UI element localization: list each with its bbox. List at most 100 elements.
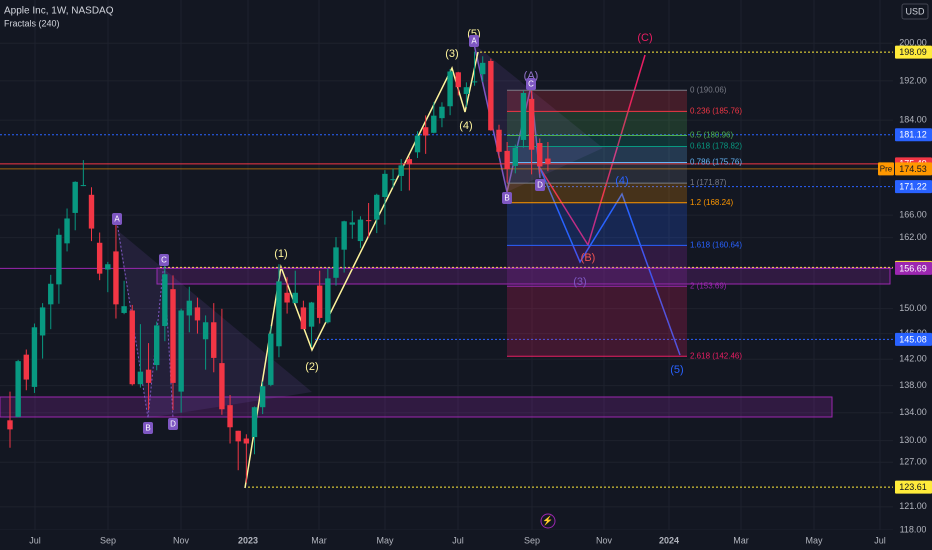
badge-bg <box>526 78 536 90</box>
event-icon-glyph: ⚡ <box>542 514 553 526</box>
fib-label: 0.236 (185.76) <box>690 106 742 115</box>
fib-label: 0 (190.06) <box>690 85 727 94</box>
price-label: 123.61 <box>899 482 927 492</box>
fib-label: 0.786 (175.76) <box>690 158 742 167</box>
candle-body <box>382 173 388 197</box>
candle-body <box>88 194 95 229</box>
tag-bg <box>878 162 894 176</box>
candle-body <box>235 430 241 442</box>
candle-body <box>520 93 527 140</box>
x-tick-label: Nov <box>173 535 190 545</box>
badge-bg <box>502 192 512 204</box>
candle-body <box>178 310 184 392</box>
fib-label: 2 (153.69) <box>690 281 727 290</box>
candle-body <box>325 278 331 323</box>
price-label-bg <box>895 128 932 142</box>
price-label-bg <box>895 45 932 59</box>
candle-body <box>170 289 176 383</box>
fib-band <box>507 202 687 246</box>
x-tick-label: Jul <box>452 535 464 545</box>
candle-body <box>300 307 307 330</box>
annotations: (1)(2)(3)(4)(5)(A)(B)(C)(3)(4)(5)ABCDABC… <box>112 28 684 434</box>
candles <box>7 51 551 483</box>
badge: B <box>145 424 150 433</box>
currency: USD <box>905 6 925 16</box>
badge-bg <box>112 213 122 225</box>
badge: D <box>170 420 176 429</box>
drawings <box>0 43 893 489</box>
price-label: 174.53 <box>899 164 927 174</box>
fib-label: 2.618 (142.46) <box>690 351 742 360</box>
wave-label: (B) <box>581 252 596 264</box>
candle-body <box>398 165 404 176</box>
candle-body <box>471 81 478 83</box>
x-tick-label: Mar <box>311 535 327 545</box>
y-tick-label: 200.00 <box>899 38 927 48</box>
y-tick-label: 192.00 <box>899 75 927 85</box>
currency-box[interactable] <box>901 3 929 20</box>
candle-body <box>121 306 127 313</box>
x-tick-label: Jul <box>874 535 886 545</box>
wave-line <box>244 51 479 489</box>
event-icon[interactable] <box>540 513 556 529</box>
candle-body <box>202 322 209 340</box>
candle-body <box>431 115 437 133</box>
candle-body <box>194 307 201 321</box>
x-tick-label: 2023 <box>238 535 258 545</box>
x-tick-label: 2024 <box>659 535 679 545</box>
candle-body <box>545 158 551 164</box>
price-axis-bg <box>894 0 932 550</box>
badge-bg <box>168 418 178 430</box>
candle-body <box>365 220 372 222</box>
y-tick-label: 150.00 <box>899 303 927 313</box>
fib-label: 0.618 (178.82) <box>690 142 742 151</box>
candle-body <box>186 300 192 316</box>
badge-bg <box>535 179 545 191</box>
candle-body <box>496 129 502 152</box>
x-tick-label: Sep <box>100 535 116 545</box>
wave-label: (4) <box>459 120 472 132</box>
candle-body <box>512 147 518 166</box>
candle-body <box>80 185 87 187</box>
candle-body <box>31 327 38 387</box>
candle-body <box>145 369 152 383</box>
candle-body <box>72 181 78 213</box>
fib-band <box>507 245 687 287</box>
indicator-name: Fractals (240) <box>4 18 60 28</box>
y-tick-label: 162.00 <box>899 232 927 242</box>
candle-body <box>455 72 461 88</box>
candle-body <box>528 98 535 150</box>
candle-body <box>96 242 103 274</box>
fib-band <box>507 135 687 147</box>
candle-body <box>504 150 510 170</box>
y-tick-label: 138.00 <box>899 380 927 390</box>
candle-body <box>349 222 355 225</box>
candle-body <box>406 159 413 165</box>
fib-band <box>507 286 687 357</box>
price-label-bg <box>895 332 932 346</box>
candle-body <box>374 194 380 220</box>
candle-body <box>15 361 21 417</box>
fib-band <box>507 111 687 136</box>
fib-band <box>507 162 687 184</box>
candle-body <box>414 135 421 153</box>
time-axis-bg <box>0 530 932 550</box>
candle-body <box>39 307 46 336</box>
x-tick-label: Sep <box>524 535 540 545</box>
candle-body <box>439 106 445 119</box>
fib-band <box>507 90 687 112</box>
price-label-bg <box>895 162 932 176</box>
wave-label: (2) <box>305 361 318 373</box>
candle-body <box>308 302 315 327</box>
candle-body <box>251 407 258 438</box>
candle-body <box>480 62 486 75</box>
wave-label: (3) <box>445 48 458 60</box>
fib-label: 0.5 (180.96) <box>690 131 733 140</box>
candle-body <box>48 283 54 305</box>
candle-body <box>154 325 160 366</box>
candle-body <box>64 218 70 244</box>
candle-body <box>284 292 290 303</box>
badge-bg <box>143 422 153 434</box>
y-tick-label: 127.00 <box>899 457 927 467</box>
candle-body <box>447 71 453 107</box>
